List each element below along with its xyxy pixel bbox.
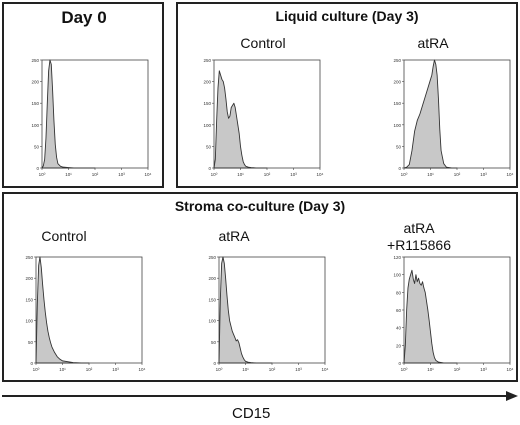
y-tick-label: 100 — [31, 123, 39, 128]
x-tick-label: 10³ — [112, 367, 119, 372]
y-tick-label: 0 — [208, 166, 211, 171]
x-tick-label: 10¹ — [237, 172, 244, 177]
y-tick-label: 250 — [208, 255, 216, 260]
cd15-axis-arrow — [2, 391, 518, 401]
x-tick-label: 10⁰ — [211, 172, 218, 177]
histogram-area — [218, 256, 273, 364]
y-tick-label: 200 — [203, 80, 211, 85]
liquid-culture-panel: Liquid culture (Day 3) Control atRA — [176, 2, 518, 188]
y-tick-label: 150 — [203, 101, 211, 106]
y-tick-label: 100 — [393, 123, 401, 128]
x-tick-label: 10³ — [118, 172, 125, 177]
stroma-atra-label: atRA — [218, 228, 250, 244]
y-tick-label: 200 — [31, 80, 39, 85]
y-tick-label: 200 — [393, 80, 401, 85]
x-tick-label: 10¹ — [59, 367, 66, 372]
histogram-area — [213, 70, 268, 169]
y-tick-label: 250 — [31, 58, 39, 63]
x-tick-label: 10⁴ — [139, 367, 146, 372]
liquid-control-label: Control — [240, 35, 286, 51]
y-tick-label: 0 — [398, 166, 401, 171]
y-tick-label: 0 — [30, 361, 33, 366]
y-tick-label: 50 — [211, 340, 217, 345]
x-tick-label: 10² — [86, 367, 93, 372]
x-tick-label: 10¹ — [427, 172, 434, 177]
stroma-atra-r115866-label-line2: +R115866 — [387, 237, 451, 253]
stroma-coculture-title: Stroma co-culture (Day 3) — [174, 198, 346, 214]
x-tick-label: 10² — [264, 172, 271, 177]
liquid-culture-title: Liquid culture (Day 3) — [275, 8, 419, 24]
y-tick-label: 0 — [398, 361, 401, 366]
y-tick-label: 200 — [208, 276, 216, 281]
y-tick-label: 0 — [213, 361, 216, 366]
x-tick-label: 10⁴ — [322, 367, 329, 372]
y-tick-label: 150 — [31, 101, 39, 106]
x-tick-label: 10¹ — [65, 172, 72, 177]
histogram-area — [41, 59, 96, 169]
x-tick-label: 10⁰ — [216, 367, 223, 372]
x-tick-label: 10² — [92, 172, 99, 177]
y-tick-label: 150 — [25, 297, 33, 302]
day0-panel: Day 0 — [2, 2, 164, 188]
x-tick-label: 10⁴ — [507, 367, 514, 372]
y-tick-label: 250 — [25, 255, 33, 260]
y-tick-label: 200 — [25, 276, 33, 281]
plot-frame — [35, 256, 143, 364]
x-tick-label: 10⁰ — [401, 367, 408, 372]
y-tick-label: 60 — [396, 308, 402, 313]
y-tick-label: 40 — [396, 326, 402, 331]
x-tick-label: 10⁰ — [33, 367, 40, 372]
x-tick-label: 10⁴ — [317, 172, 324, 177]
x-tick-label: 10¹ — [427, 367, 434, 372]
stroma-coculture-panel: Stroma co-culture (Day 3) Control atRA a… — [2, 192, 518, 382]
x-tick-label: 10² — [269, 367, 276, 372]
x-tick-label: 10⁴ — [507, 172, 514, 177]
y-tick-label: 0 — [36, 166, 39, 171]
x-tick-label: 10² — [454, 172, 461, 177]
x-tick-label: 10³ — [480, 172, 487, 177]
x-tick-label: 10³ — [290, 172, 297, 177]
y-tick-label: 250 — [393, 58, 401, 63]
y-tick-label: 50 — [396, 144, 402, 149]
x-tick-label: 10⁴ — [145, 172, 152, 177]
histogram-area — [403, 59, 458, 169]
y-tick-label: 100 — [208, 319, 216, 324]
y-tick-label: 80 — [396, 290, 402, 295]
histogram-area — [35, 256, 90, 364]
y-tick-label: 100 — [203, 123, 211, 128]
y-tick-label: 250 — [203, 58, 211, 63]
y-tick-label: 50 — [28, 340, 34, 345]
stroma-atra-r115866-label-line1: atRA — [403, 220, 435, 236]
y-tick-label: 100 — [25, 319, 33, 324]
stroma-control-label: Control — [41, 228, 87, 244]
y-tick-label: 150 — [208, 297, 216, 302]
liquid-atra-label: atRA — [417, 35, 449, 51]
x-tick-label: 10⁰ — [39, 172, 46, 177]
x-tick-label: 10² — [454, 367, 461, 372]
x-tick-label: 10³ — [295, 367, 302, 372]
y-tick-label: 20 — [396, 343, 402, 348]
day0-title: Day 0 — [61, 8, 107, 27]
y-tick-label: 100 — [393, 273, 401, 278]
x-tick-label: 10³ — [480, 367, 487, 372]
plot-frame — [41, 59, 149, 169]
cd15-axis-label: CD15 — [232, 405, 271, 422]
y-tick-label: 120 — [393, 255, 401, 260]
histogram-area — [403, 269, 458, 364]
x-tick-label: 10⁰ — [401, 172, 408, 177]
y-tick-label: 50 — [34, 144, 40, 149]
y-tick-label: 150 — [393, 101, 401, 106]
y-tick-label: 50 — [206, 144, 212, 149]
x-tick-label: 10¹ — [242, 367, 249, 372]
